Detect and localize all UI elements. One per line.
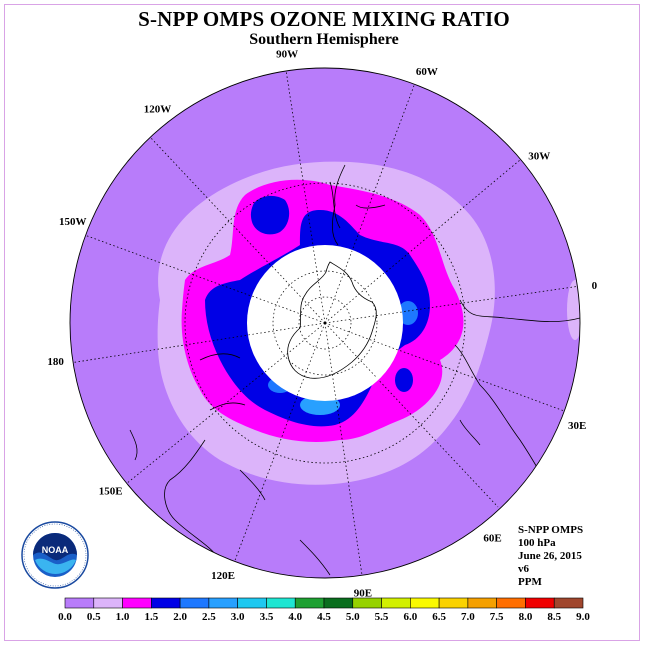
map-subtitle: Southern Hemisphere [249,31,399,48]
colorbar-box [438,597,469,609]
logo-text: NOAA [42,545,69,555]
units: PPM [518,576,542,588]
pole-gridlines [247,245,403,401]
colorbar-box [151,597,181,609]
colorbar-box [467,597,497,609]
colorbar-tick-label: 8.5 [547,611,561,623]
observation-date: June 26, 2015 [518,550,582,562]
colorbar-tick-labels: 0.0 0.5 1.0 1.5 2.0 2.5 3.0 3.5 4.0 4.5 5.0 5.5 6.0 6… [58,611,590,623]
longitude-label: 0 [592,280,598,292]
ozone-contour-1.5-east [395,368,413,392]
colorbar-tick-label: 1.0 [116,611,130,623]
colorbar-box [64,597,95,609]
colorbar-box [381,597,411,609]
ozone-contour-1.5-west [250,195,290,235]
longitude-label: 150W [59,216,87,228]
longitude-label: 90W [276,49,298,61]
colorbar-box [352,597,382,609]
south-pole-marker [323,321,327,325]
colorbar-box [266,597,296,609]
figure-frame [4,4,640,641]
colorbar-box [525,597,555,609]
colorbar-box [208,597,238,609]
colorbar-tick-label: 2.5 [202,611,216,623]
longitude-gridlines [70,69,580,576]
colorbar-tick-label: 8.0 [519,611,533,623]
colorbar-tick-label: 2.0 [173,611,187,623]
colorbar-box [323,597,354,609]
colorbar-box [179,597,210,609]
colorbar-tick-label: 7.5 [490,611,504,623]
colorbar-box [237,597,267,609]
instrument-name: S-NPP OMPS [518,524,584,536]
longitude-label: 60E [483,532,501,544]
map-title: S-NPP OMPS OZONE MIXING RATIO [138,7,510,31]
colorbar-tick-label: 9.0 [576,611,590,623]
longitude-label: 30E [568,420,586,432]
longitude-label: 150E [99,486,123,498]
longitude-label: 120E [211,570,235,582]
antarctica-coastline [287,261,377,379]
data-version: v6 [518,563,529,575]
colorbar-box [93,597,123,609]
ozone-contour-2.0-a [398,301,418,325]
longitude-label-group: 0 30E 60E 90E 120E 150E 180 150W 120W 90W 60W 30W [47,49,597,600]
colorbar-tick-label: 6.5 [432,611,446,623]
colorbar-tick-label: 6.0 [403,611,417,623]
colorbar-tick-label: 5.5 [375,611,389,623]
longitude-label: 90E [354,587,372,599]
colorbar-box [496,597,526,609]
longitude-label: 180 [47,356,64,368]
colorbar-boxes [64,597,584,609]
colorbar-tick-label: 1.5 [144,611,158,623]
colorbar-tick-label: 4.5 [317,611,331,623]
colorbar-tick-label: 0.5 [87,611,101,623]
info-block: S-NPP OMPS 100 hPa June 26, 2015 v6 PPM [518,524,583,589]
colorbar-box [553,597,584,609]
colorbar-box [122,597,152,609]
noaa-logo: NOAA [21,521,89,589]
colorbar-tick-label: 0.0 [58,611,72,623]
pressure-level: 100 hPa [518,537,556,549]
longitude-label: 30W [528,151,550,163]
colorbar-box [294,597,325,609]
colorbar-tick-label: 3.5 [260,611,274,623]
longitude-label: 120W [144,104,172,116]
map-boundary [69,67,581,579]
colorbar-tick-label: 7.0 [461,611,475,623]
longitude-label: 60W [416,66,438,78]
colorbar-box [410,597,440,609]
colorbar-tick-label: 3.0 [231,611,245,623]
colorbar-tick-label: 5.0 [346,611,360,623]
colorbar-tick-label: 4.0 [288,611,302,623]
